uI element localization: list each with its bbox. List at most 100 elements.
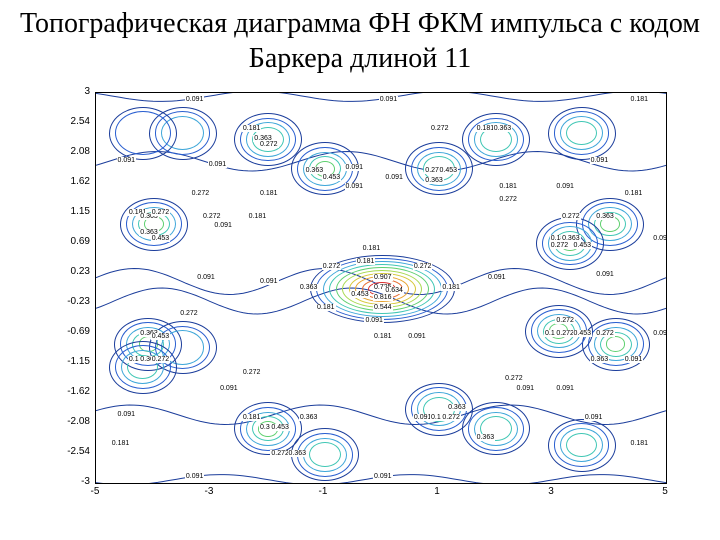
contour-label: 0.453 bbox=[322, 174, 342, 181]
y-tick-label: -1.62 bbox=[40, 386, 90, 397]
contour-label: 0.363 bbox=[288, 450, 308, 457]
contour-label: 0.453 bbox=[573, 330, 593, 337]
x-tick-label: -3 bbox=[194, 486, 224, 497]
contour-plot: 0.0910.0910.1810.1810.3630.2720.1810.363… bbox=[40, 82, 680, 512]
contour-label: 0.181 bbox=[242, 414, 262, 421]
contour-label: 0.272 bbox=[555, 317, 575, 324]
page-title: Топографическая диаграмма ФН ФКМ импульс… bbox=[0, 0, 720, 76]
contour-label: 0.272 bbox=[179, 310, 199, 317]
contour-label: 0.272 bbox=[259, 141, 279, 148]
contour-label: 0.181 bbox=[630, 96, 650, 103]
contour-label: 0.091 bbox=[516, 385, 536, 392]
contour-label: 0.363 bbox=[424, 177, 444, 184]
contour-label: 0.181 bbox=[373, 333, 393, 340]
contour-label: 0.272 bbox=[441, 414, 461, 421]
contour-label: 0.907 bbox=[373, 274, 393, 281]
contour-label: 0.181 bbox=[441, 284, 461, 291]
contour-label: 0.091 bbox=[219, 385, 239, 392]
y-tick-label: 0.23 bbox=[40, 266, 90, 277]
contour-label: 0.091 bbox=[487, 274, 507, 281]
contour-label: 0.363 bbox=[299, 414, 319, 421]
contour-label: 0.091 bbox=[185, 96, 205, 103]
contour-label: 0.181 bbox=[242, 125, 262, 132]
contour-label: 0.091 bbox=[117, 411, 137, 418]
contour-label: 0.363 bbox=[447, 404, 467, 411]
contour-label: 0.272 bbox=[202, 213, 222, 220]
contour-label: 0.363 bbox=[590, 356, 610, 363]
contour-label: 0.181 bbox=[630, 440, 650, 447]
contour-label: 0.181 bbox=[259, 190, 279, 197]
contour-label: 0.181 bbox=[362, 245, 382, 252]
contour-label: 0.453 bbox=[151, 333, 171, 340]
x-tick-label: -1 bbox=[308, 486, 338, 497]
contour-label: 0.816 bbox=[373, 294, 393, 301]
contour-label: 0.363 bbox=[476, 434, 496, 441]
contour-label: 0.181 bbox=[248, 213, 268, 220]
y-tick-label: 1.15 bbox=[40, 206, 90, 217]
contour-label: 0.091 bbox=[384, 174, 404, 181]
contour-label: 0.272 bbox=[322, 263, 342, 270]
y-tick-label: -2.54 bbox=[40, 446, 90, 457]
contour-label: 0.363 bbox=[299, 284, 319, 291]
y-tick-label: -2.08 bbox=[40, 416, 90, 427]
contour-label: 0.272 bbox=[413, 263, 433, 270]
contour-label: 0.272 bbox=[595, 330, 615, 337]
contour-ring bbox=[115, 111, 171, 155]
contour-label: 0.272 bbox=[504, 375, 524, 382]
contour-label: 0.091 bbox=[595, 271, 615, 278]
contour-label: 0.091 bbox=[345, 183, 365, 190]
contour-label: 0.272 bbox=[430, 125, 450, 132]
contour-label: 0.09 bbox=[652, 330, 667, 337]
y-tick-label: 2.08 bbox=[40, 146, 90, 157]
contour-label: 0.181 bbox=[111, 440, 131, 447]
contour-label: 0.272 bbox=[151, 209, 171, 216]
contour-label: 0.272 bbox=[151, 356, 171, 363]
y-tick-label: -1.15 bbox=[40, 356, 90, 367]
contour-label: 0.091 bbox=[373, 473, 393, 480]
contour-label: 0.363 bbox=[493, 125, 513, 132]
contour-label: 0.091 bbox=[407, 333, 427, 340]
contour-label: 0.272 bbox=[561, 213, 581, 220]
contour-label: 0.091 bbox=[364, 317, 384, 324]
y-tick-label: 1.62 bbox=[40, 176, 90, 187]
contour-label: 0.544 bbox=[373, 304, 393, 311]
y-tick-label: 3 bbox=[40, 86, 90, 97]
contour-label: 0.634 bbox=[384, 287, 404, 294]
x-tick-label: -5 bbox=[80, 486, 110, 497]
contour-label: 0.091 bbox=[584, 414, 604, 421]
contour-label: 0.453 bbox=[270, 424, 290, 431]
contour-label: 0.091 bbox=[555, 385, 575, 392]
contour-label: 0.091 bbox=[196, 274, 216, 281]
contour-label: 0.181 bbox=[624, 190, 644, 197]
contour-label: 0.091 bbox=[259, 278, 279, 285]
contour-label: 0.453 bbox=[151, 235, 171, 242]
contour-label: 0.272 bbox=[550, 242, 570, 249]
contour-ring bbox=[309, 442, 341, 467]
contour-label: 0.453 bbox=[350, 291, 370, 298]
contour-label: 0.181 bbox=[498, 183, 518, 190]
contour-label: 0.091 bbox=[555, 183, 575, 190]
contour-label: 0.181 bbox=[356, 258, 376, 265]
contour-label: 0.091 bbox=[345, 164, 365, 171]
contour-label: 0.091 bbox=[208, 161, 228, 168]
contour-label: 0.091 bbox=[117, 157, 137, 164]
contour-label: 0.272 bbox=[498, 196, 518, 203]
contour-label: 0.272 bbox=[242, 369, 262, 376]
contour-label: 0.09 bbox=[652, 235, 667, 242]
contour-label: 0.181 bbox=[316, 304, 336, 311]
x-tick-label: 5 bbox=[650, 486, 680, 497]
y-tick-label: -0.23 bbox=[40, 296, 90, 307]
contour-label: 0.091 bbox=[379, 96, 399, 103]
contour-label: 0.091 bbox=[213, 222, 233, 229]
x-tick-label: 1 bbox=[422, 486, 452, 497]
contour-label: 0.453 bbox=[439, 167, 459, 174]
contour-label: 0.272 bbox=[191, 190, 211, 197]
plot-area: 0.091 0.091 0.181 0.181 0.363 0.272 0.181 0.363… bbox=[95, 92, 667, 484]
contour-label: 0.091 bbox=[590, 157, 610, 164]
x-tick-label: 3 bbox=[536, 486, 566, 497]
contour-label: 0.453 bbox=[573, 242, 593, 249]
y-tick-label: 2.54 bbox=[40, 116, 90, 127]
y-tick-label: 0.69 bbox=[40, 236, 90, 247]
contour-label: 0.363 bbox=[595, 213, 615, 220]
y-tick-label: -0.69 bbox=[40, 326, 90, 337]
